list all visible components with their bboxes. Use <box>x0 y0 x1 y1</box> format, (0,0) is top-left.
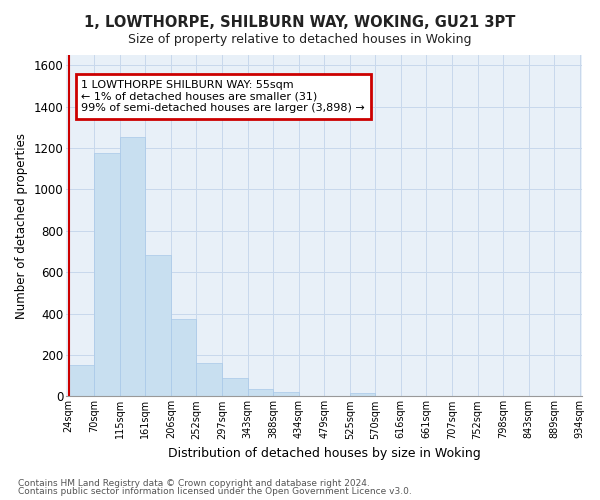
Bar <box>222 378 248 396</box>
Bar <box>171 319 196 396</box>
Bar <box>196 364 222 396</box>
Bar <box>94 154 120 396</box>
X-axis label: Distribution of detached houses by size in Woking: Distribution of detached houses by size … <box>168 447 481 460</box>
Y-axis label: Number of detached properties: Number of detached properties <box>15 132 28 318</box>
Text: Size of property relative to detached houses in Woking: Size of property relative to detached ho… <box>128 32 472 46</box>
Bar <box>120 136 145 396</box>
Bar <box>273 392 299 396</box>
Text: Contains public sector information licensed under the Open Government Licence v3: Contains public sector information licen… <box>18 487 412 496</box>
Text: 1, LOWTHORPE, SHILBURN WAY, WOKING, GU21 3PT: 1, LOWTHORPE, SHILBURN WAY, WOKING, GU21… <box>85 15 515 30</box>
Text: 1 LOWTHORPE SHILBURN WAY: 55sqm
← 1% of detached houses are smaller (31)
99% of : 1 LOWTHORPE SHILBURN WAY: 55sqm ← 1% of … <box>82 80 365 113</box>
Bar <box>248 389 273 396</box>
Bar <box>68 366 94 396</box>
Bar <box>145 254 171 396</box>
Bar <box>350 394 376 396</box>
Text: Contains HM Land Registry data © Crown copyright and database right 2024.: Contains HM Land Registry data © Crown c… <box>18 478 370 488</box>
